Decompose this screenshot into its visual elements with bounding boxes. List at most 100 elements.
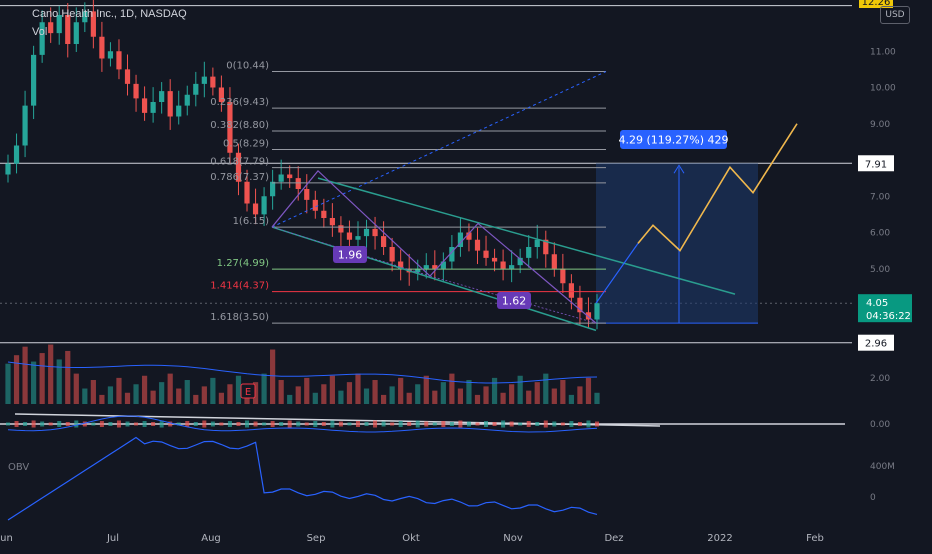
target-arrow-head	[673, 164, 685, 174]
macd-histogram-bar	[347, 422, 352, 426]
fib-level-label: 0.236(9.43)	[210, 97, 269, 108]
volume-bar	[491, 377, 498, 404]
volume-bar	[39, 353, 45, 404]
macd-histogram-bar	[338, 421, 343, 427]
volume-bar	[295, 386, 301, 404]
volume-bar	[509, 384, 515, 404]
volume-bar	[389, 386, 395, 404]
macd-histogram-bar	[586, 420, 591, 428]
macd-histogram-bar	[577, 422, 582, 426]
channel-upper-line	[317, 177, 736, 295]
candle-body	[48, 22, 54, 34]
macd-histogram-bar	[381, 421, 386, 427]
macd-histogram-bar	[236, 422, 241, 426]
candle-body	[90, 11, 96, 37]
volume-bar	[210, 377, 216, 404]
macd-histogram-bar	[125, 421, 130, 427]
macd-histogram-bar	[518, 422, 523, 426]
macd-histogram-bar	[82, 421, 87, 427]
volume-bar	[406, 392, 412, 404]
candle-body	[474, 239, 481, 251]
volume-bar	[500, 392, 506, 404]
fib-level-label: 0(10.44)	[226, 61, 269, 72]
obv-label: OBV	[8, 462, 29, 473]
macd-histogram-bar	[91, 422, 96, 426]
candle-body	[517, 257, 523, 266]
obv-line	[7, 436, 598, 521]
macd-histogram-bar	[116, 420, 121, 428]
candle-body	[167, 91, 173, 117]
macd-histogram-bar	[595, 421, 599, 427]
macd-histogram-bar	[168, 421, 173, 427]
macd-histogram-bar	[535, 422, 540, 426]
macd-histogram-bar	[373, 420, 378, 428]
macd-histogram-bar	[279, 422, 284, 426]
macd-histogram-bar	[159, 420, 164, 428]
volume-bar	[449, 373, 455, 404]
candle-body	[176, 105, 182, 117]
earnings-marker-box	[240, 383, 256, 399]
fib-level-label: 0.382(8.80)	[210, 120, 269, 131]
volume-bar	[466, 380, 472, 404]
candle-body	[449, 247, 455, 262]
time-axis-label: Jun	[0, 533, 13, 544]
candle-body	[107, 51, 114, 59]
volume-bar	[107, 386, 114, 404]
macd-histogram-bar	[458, 420, 463, 428]
macd-histogram-bar	[415, 420, 420, 428]
currency-button[interactable]: USD	[880, 6, 910, 24]
volume-ma-line	[7, 361, 598, 384]
macd-histogram-bar	[441, 421, 446, 427]
candle-body	[491, 257, 498, 262]
volume-bar	[124, 392, 131, 404]
macd-histogram-bar	[509, 421, 514, 427]
candle-body	[193, 83, 199, 95]
macd-histogram-bar	[569, 421, 574, 427]
volume-bar	[457, 388, 464, 404]
volume-bar	[585, 377, 592, 404]
macd-histogram-bar	[134, 422, 139, 426]
top-price-marker: 12.26	[862, 0, 891, 8]
candle-body	[466, 232, 472, 240]
fib-level-label: 1.414(4.37)	[210, 281, 269, 292]
candle-body	[124, 69, 131, 84]
candle-body	[526, 247, 532, 258]
macd-histogram-bar	[253, 421, 258, 427]
target-label: 4.29 (119.27%) 429	[618, 134, 728, 147]
candle-body	[534, 239, 540, 247]
candle-body	[312, 199, 318, 211]
candle-body	[363, 228, 370, 237]
volume-bar	[321, 384, 327, 404]
macd-histogram-bar	[330, 420, 335, 428]
volume-bar	[133, 384, 139, 404]
volume-axis-tick: 0.00	[870, 420, 890, 430]
candle-body	[329, 218, 335, 226]
volume-bar	[278, 380, 284, 404]
macd-histogram-bar	[501, 420, 506, 428]
channel-lower-line	[271, 226, 597, 332]
candle-body	[415, 268, 421, 273]
candle-body	[500, 261, 506, 269]
last-price-marker-bg	[858, 294, 912, 323]
obv-axis-tick: 0	[870, 493, 876, 503]
candle-body	[295, 178, 301, 189]
macd-histogram-bar	[57, 421, 62, 427]
candle-body	[338, 225, 344, 233]
candle-body	[551, 254, 557, 269]
volume-bar	[474, 394, 481, 404]
price-axis-tick: 6.00	[870, 229, 890, 239]
candle-body	[594, 303, 600, 320]
volume-axis-tick: 2.00	[870, 374, 890, 384]
volume-bar	[398, 377, 404, 404]
time-axis-label: Jul	[106, 533, 119, 544]
harmonic-leg-line	[429, 275, 597, 324]
candle-body	[5, 163, 11, 175]
candle-body	[22, 105, 28, 146]
time-axis-label: Sep	[307, 533, 326, 544]
volume-bar	[141, 375, 148, 404]
target-zone-box	[596, 163, 758, 324]
volume-bar	[312, 392, 318, 404]
macd-histogram-bar	[492, 422, 497, 426]
